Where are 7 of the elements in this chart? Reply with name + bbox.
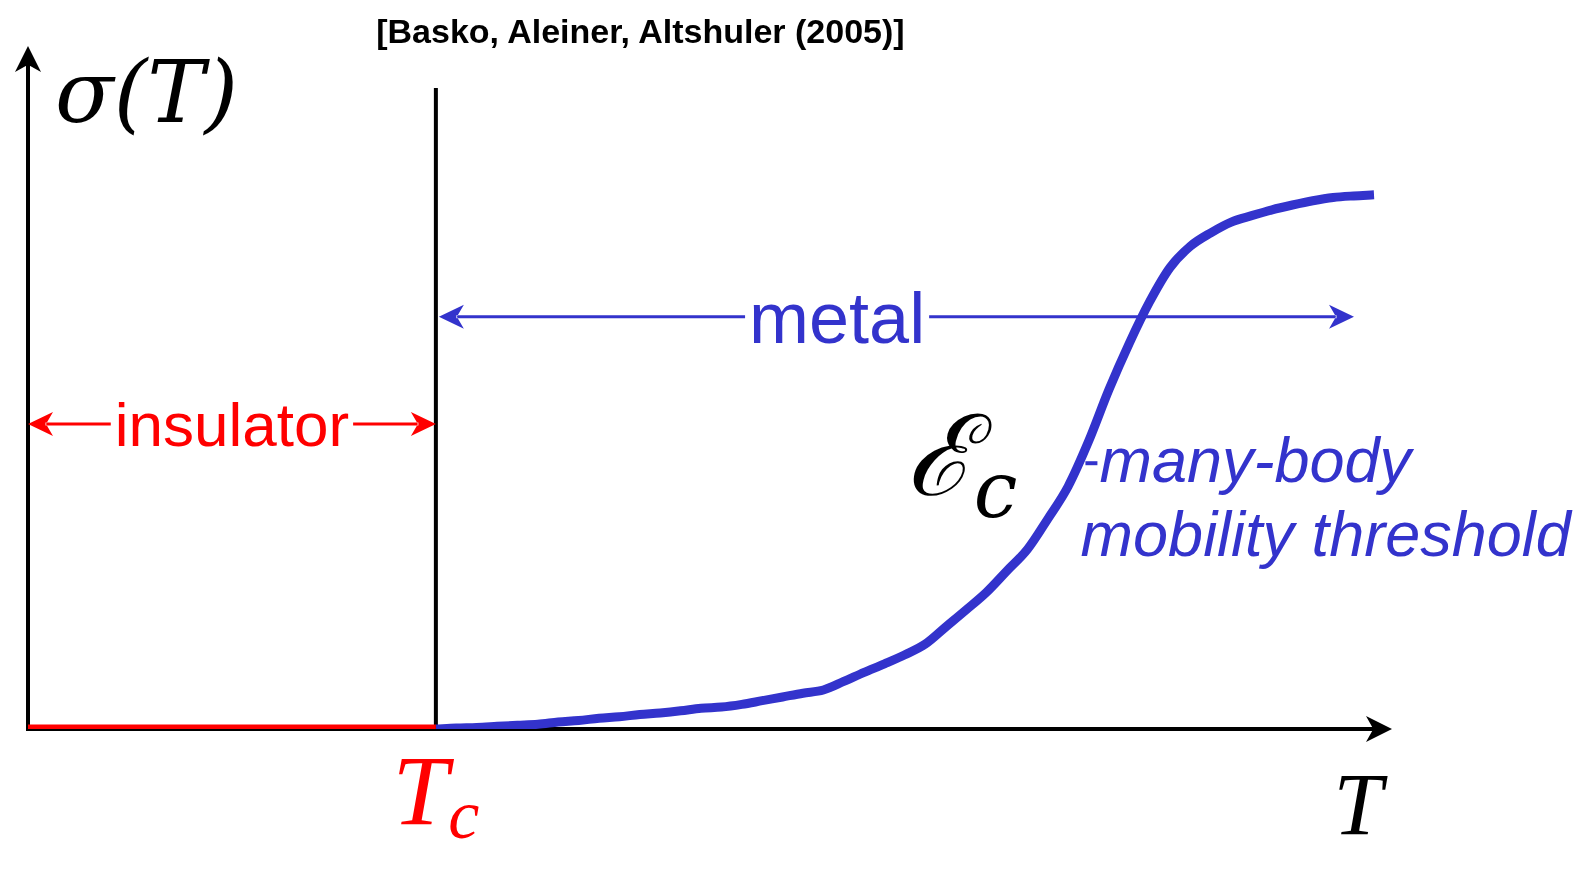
annotation: metal [749,277,926,358]
annotation: many-body mobility threshold [1080,425,1573,570]
y-axis-title: σ(T) [55,42,239,142]
chart-title: [Basko, Aleiner, Altshuler (2005)] [376,12,905,50]
text: T$_{c}$ [392,735,480,853]
annotation: insulator [114,390,350,460]
x-axis-title: T [1333,756,1389,853]
